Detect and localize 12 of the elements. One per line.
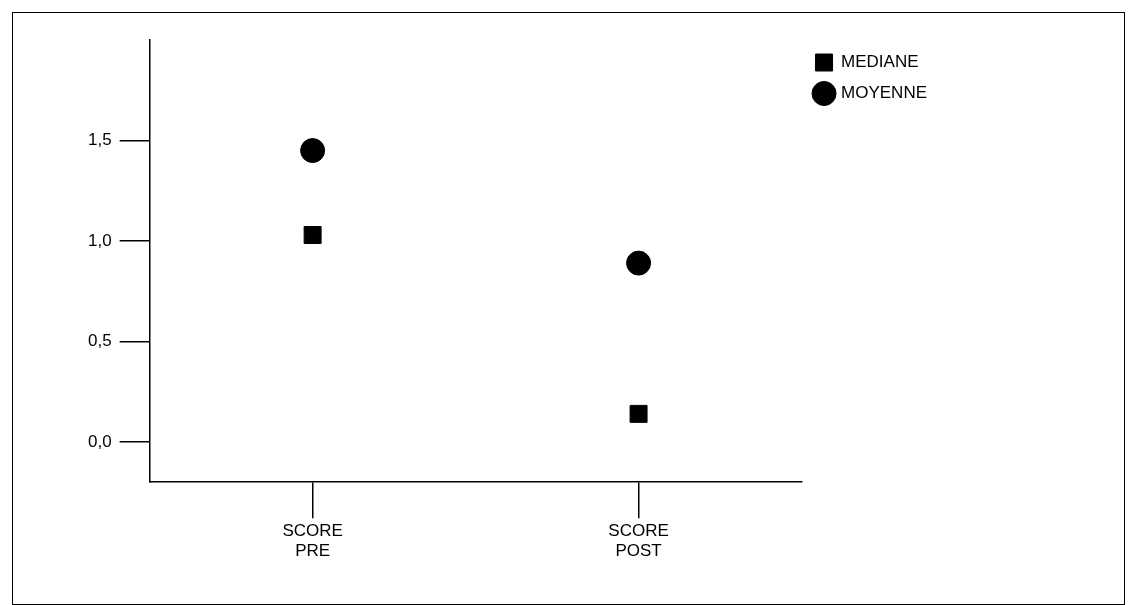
y-tick-label: 1,5 [87, 130, 112, 150]
point [626, 250, 652, 276]
legend-label: MOYENNE [841, 83, 928, 103]
x-tick-label: SCORE POST [608, 521, 669, 561]
y-tick-label: 1,0 [87, 230, 112, 250]
point [300, 138, 326, 164]
y-tick-label: 0,5 [87, 331, 112, 351]
point [629, 404, 648, 423]
y-tick-label: 0,0 [87, 431, 112, 451]
x-tick-label: SCORE PRE [282, 521, 343, 561]
point [303, 225, 322, 244]
legend-label: MEDIANE [841, 52, 919, 72]
